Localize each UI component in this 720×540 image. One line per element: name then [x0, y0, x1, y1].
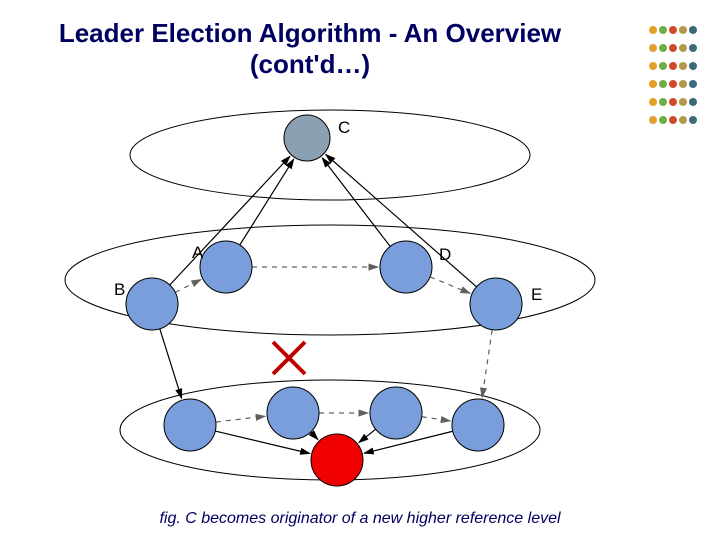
decorative-dot-grid	[648, 22, 698, 130]
svg-text:A: A	[192, 243, 204, 262]
svg-text:E: E	[531, 285, 542, 304]
figure-caption: fig. C becomes originator of a new highe…	[0, 510, 720, 528]
svg-text:C: C	[338, 118, 350, 137]
slide-title: Leader Election Algorithm - An Overview …	[0, 18, 620, 80]
graph-diagram: C A D B E	[60, 100, 620, 500]
svg-text:D: D	[439, 245, 451, 264]
svg-text:B: B	[114, 280, 125, 299]
